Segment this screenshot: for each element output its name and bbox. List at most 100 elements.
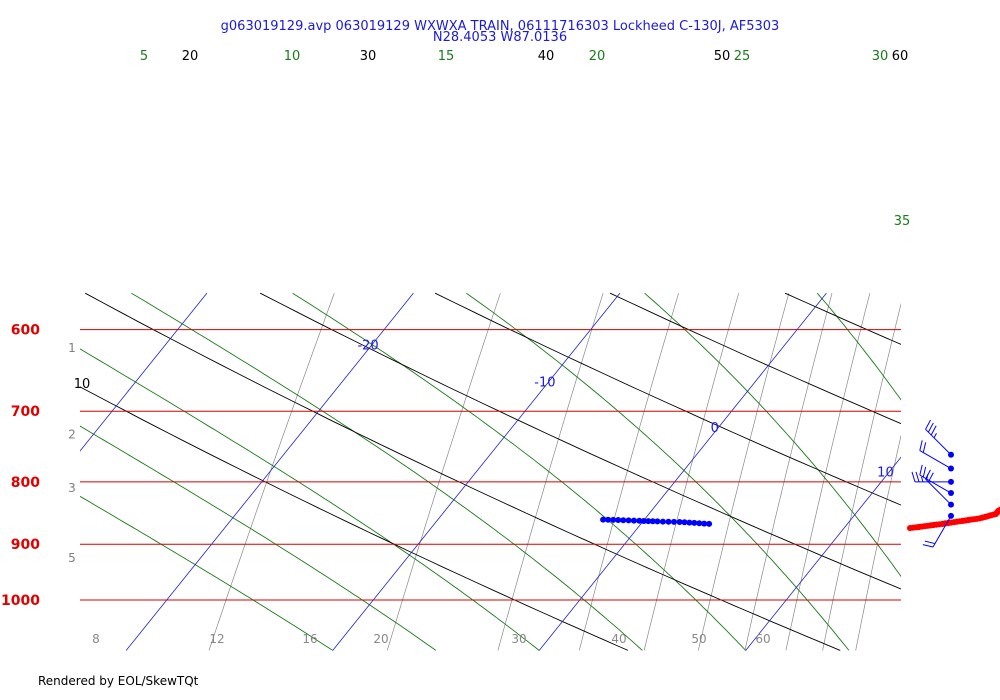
mixing-ratio-label: 20: [373, 632, 388, 646]
pressure-label-800: 800: [11, 475, 40, 491]
wind-barb-feather: [924, 540, 936, 545]
dry-adiabat: [80, 386, 629, 651]
wind-barb-staff: [925, 478, 952, 505]
dry-adiabat: [259, 292, 901, 590]
wind-barb-staff: [925, 428, 952, 456]
dewpoint-point: [691, 519, 698, 526]
dry-adiabat-label: 20: [182, 49, 199, 64]
mixing-ratio-line: [964, 293, 1000, 650]
wind-barb-feather: [919, 440, 923, 451]
dewpoint-point: [640, 518, 647, 524]
wind-barb-feather: [919, 464, 923, 476]
isotherm-label: 0: [711, 421, 719, 436]
wind-barb-feather: [925, 419, 931, 430]
wind-barb-feather: [930, 425, 937, 436]
moist-adiabat: [816, 292, 901, 401]
wind-barb-feather: [915, 471, 920, 483]
wind-barb: [925, 469, 954, 508]
dewpoint-trace: [600, 516, 713, 527]
mixing-ratio-label: 60: [755, 632, 770, 646]
dewpoint-point: [676, 519, 683, 525]
dewpoint-point: [605, 516, 612, 523]
height-label: 3: [68, 481, 76, 495]
wind-barb-feather: [922, 466, 927, 478]
wind-barb: [919, 440, 954, 472]
dewpoint-point: [696, 520, 703, 527]
moist-adiabat-label: 35: [894, 214, 911, 229]
wind-barb-staff: [919, 474, 952, 494]
moist-adiabat-label: 15: [438, 49, 455, 64]
moist-adiabat: [644, 292, 901, 578]
pressure-label-700: 700: [11, 404, 40, 420]
moist-adiabat: [978, 293, 1000, 650]
dry-adiabat-label: 10: [74, 377, 91, 392]
mixing-ratio-label: 12: [209, 632, 224, 646]
isotherm-line: [745, 456, 901, 651]
mixing-ratio-line: [744, 293, 833, 651]
moist-adiabats: [80, 292, 1000, 651]
moist-adiabat: [80, 348, 540, 651]
height-label: 5: [68, 551, 76, 565]
dry-adiabat-label: 50: [714, 49, 731, 64]
wind-barb-feather: [922, 442, 927, 453]
dry-adiabat: [609, 292, 901, 425]
axis-labels: 60070080090010001235-20-1001020304020304…: [1, 49, 911, 646]
mixing-ratio-line: [643, 293, 740, 651]
mixing-ratio-line: [208, 293, 335, 651]
dry-adiabat-label: 60: [892, 49, 909, 64]
render-credit: Rendered by EOL/SkewTQt: [38, 674, 199, 688]
isotherm-line: [952, 293, 1000, 650]
isotherm-label: -10: [534, 375, 555, 390]
mixing-ratio-label: 30: [511, 632, 526, 646]
temperature-point: [997, 506, 1000, 513]
mixing-ratio-label: 40: [611, 632, 626, 646]
pressure-label-900: 900: [11, 537, 40, 553]
dewpoint-point: [701, 520, 708, 527]
dewpoint-point: [636, 517, 643, 524]
height-label: 2: [68, 427, 76, 441]
mixing-ratio-line: [785, 293, 871, 651]
dewpoint-point: [706, 520, 713, 527]
dewpoint-point: [645, 518, 652, 525]
isotherm-line: [332, 292, 621, 651]
dewpoint-point: [600, 516, 607, 523]
mixing-ratio-line: [578, 293, 679, 651]
moist-adiabat-label: 30: [872, 49, 889, 64]
wind-barb-staff: [919, 450, 952, 469]
moist-adiabat: [292, 292, 747, 651]
moist-adiabat-label: 20: [589, 49, 606, 64]
dry-adiabat-label: 30: [360, 49, 377, 64]
isotherm-label: 10: [877, 466, 894, 481]
mixing-ratio-line: [697, 293, 790, 651]
isotherm-line: [125, 292, 414, 651]
mixing-ratio-label: 50: [691, 632, 706, 646]
sounding-traces: [600, 506, 1000, 532]
dewpoint-point: [630, 517, 637, 524]
temperature-trace: [907, 506, 1000, 532]
dewpoint-point: [665, 518, 672, 525]
mixing-ratio-lines: [208, 293, 1000, 651]
dewpoint-point: [615, 517, 622, 523]
mixing-ratio-line: [855, 434, 901, 651]
chart-title: g063019129.avp 063019129 WXWXA TRAIN, 06…: [220, 19, 780, 34]
dewpoint-point: [671, 518, 677, 525]
mixing-ratio-line: [914, 293, 988, 650]
wind-barb: [922, 512, 954, 548]
dewpoint-point: [649, 518, 656, 525]
isotherm-line: [80, 292, 208, 452]
moist-adiabat: [80, 495, 333, 651]
dewpoint-point: [620, 517, 627, 524]
wind-barbs: [911, 419, 954, 548]
mixing-ratio-label: 8: [92, 632, 100, 646]
height-label: 1: [68, 341, 76, 355]
mixing-ratio-line: [822, 302, 901, 651]
moist-adiabat-label: 5: [140, 49, 148, 64]
mixing-ratio-line: [497, 293, 604, 651]
dry-adiabat-label: 40: [538, 49, 555, 64]
dewpoint-point: [686, 519, 693, 526]
wind-barb-staff: [932, 515, 952, 548]
moist-adiabat-label: 10: [284, 49, 301, 64]
isotherm-label: -20: [357, 339, 378, 354]
mixing-ratio-label: 16: [302, 632, 317, 646]
moist-adiabat: [80, 425, 437, 651]
